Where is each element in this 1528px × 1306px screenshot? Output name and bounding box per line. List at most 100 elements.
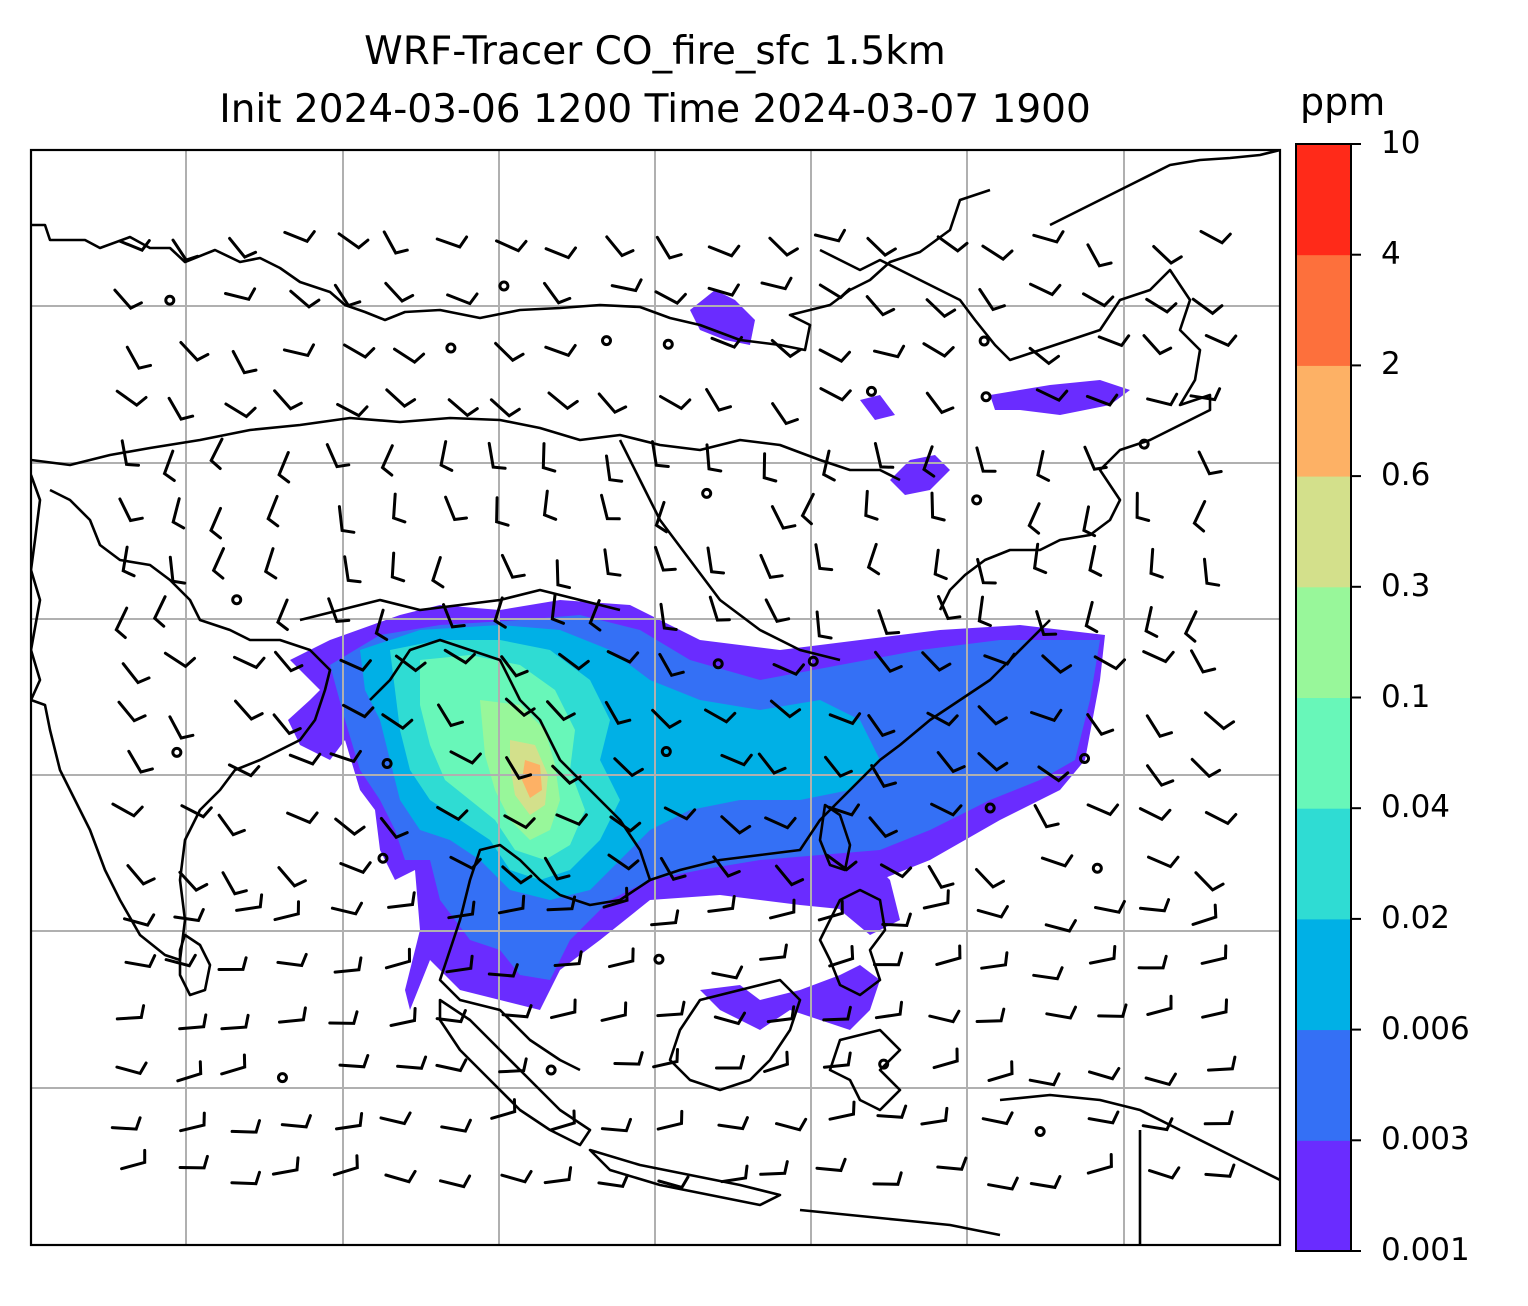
calm-wind-marker xyxy=(701,487,713,499)
wind-barb xyxy=(333,956,363,974)
wind-barb xyxy=(123,913,156,927)
wind-barb xyxy=(976,905,1009,919)
wind-barb xyxy=(759,943,788,961)
wind-barb xyxy=(276,952,308,968)
plume-level-8 xyxy=(522,760,542,798)
wind-barb xyxy=(1030,708,1063,723)
wind-barb xyxy=(384,947,412,970)
wind-barb xyxy=(495,496,510,527)
wind-barb xyxy=(720,753,753,767)
wind-barb xyxy=(936,1156,968,1171)
wind-barb xyxy=(800,492,815,526)
wind-barb xyxy=(597,1173,629,1189)
wind-barb xyxy=(710,336,743,349)
wind-barb xyxy=(436,805,469,822)
colorbar-tick-label: 0.006 xyxy=(1381,1010,1470,1047)
wind-barb xyxy=(930,491,946,522)
coastline-north xyxy=(31,188,991,352)
wind-barb xyxy=(504,697,536,718)
wind-barb xyxy=(179,341,210,362)
wind-barb xyxy=(605,235,635,258)
wind-barb xyxy=(1191,903,1218,926)
wind-barb xyxy=(1044,919,1077,933)
wind-barb xyxy=(272,713,302,736)
wind-barb xyxy=(1033,804,1060,829)
wind-barb xyxy=(707,895,736,913)
wind-barb xyxy=(864,489,879,521)
wind-barb xyxy=(1032,542,1048,575)
coastline-sumatra xyxy=(438,998,592,1147)
wind-barb xyxy=(209,437,224,470)
wind-barb xyxy=(171,497,186,530)
wind-barb xyxy=(1029,282,1062,297)
wind-barb xyxy=(977,752,1009,772)
wind-barb xyxy=(173,908,205,923)
wind-barb xyxy=(1144,606,1159,638)
wind-barb xyxy=(759,1160,789,1176)
colorbar-tick-label: 10 xyxy=(1381,125,1421,161)
wind-barb xyxy=(1207,1055,1237,1072)
wind-barb xyxy=(1041,654,1073,674)
calm-wind-marker xyxy=(545,1064,557,1076)
wind-barb xyxy=(126,864,156,886)
wind-barb xyxy=(431,556,445,589)
wind-barb xyxy=(600,1001,628,1022)
wind-barb xyxy=(1088,1067,1121,1081)
wind-barb xyxy=(657,1175,690,1190)
wind-barb xyxy=(490,1098,517,1120)
wind-barb xyxy=(329,749,362,764)
wind-barb xyxy=(921,651,952,672)
wind-barb xyxy=(712,855,741,878)
wind-barb xyxy=(771,402,799,426)
wind-barb xyxy=(922,889,950,910)
wind-barb xyxy=(1141,1117,1174,1132)
wind-barb xyxy=(487,963,519,978)
wind-barb xyxy=(385,388,417,408)
wind-barb xyxy=(873,344,906,359)
wind-barb xyxy=(544,246,577,260)
wind-barb xyxy=(179,1111,206,1133)
calm-wind-marker xyxy=(231,594,243,606)
wind-barb xyxy=(1029,1175,1062,1190)
wind-barb xyxy=(978,288,1006,312)
wind-barb xyxy=(325,443,351,469)
wind-barb xyxy=(772,663,805,677)
wind-barb xyxy=(720,815,752,835)
wind-barb xyxy=(221,871,248,896)
wind-barb xyxy=(708,595,731,622)
wind-barb xyxy=(1203,557,1221,587)
wind-barb xyxy=(711,965,744,980)
wind-barb xyxy=(374,608,389,641)
wind-barb xyxy=(555,813,588,827)
wind-barb xyxy=(390,551,406,583)
coastline-china-south xyxy=(649,619,1051,882)
wind-barb xyxy=(501,865,533,885)
wind-barb xyxy=(713,1011,746,1026)
wind-barb xyxy=(613,757,644,778)
wind-barb xyxy=(1082,505,1097,538)
wind-barb xyxy=(1204,334,1238,348)
calm-wind-marker xyxy=(1091,862,1103,874)
wind-barb xyxy=(168,555,187,585)
wind-barb xyxy=(603,548,622,577)
wind-barb xyxy=(125,345,152,370)
wind-barb xyxy=(1152,245,1183,265)
wind-barb xyxy=(987,1176,1019,1191)
wind-barb xyxy=(227,763,261,778)
calm-wind-marker xyxy=(865,385,877,397)
map-frame xyxy=(29,148,1282,1247)
calm-wind-marker xyxy=(660,746,672,758)
wind-barb xyxy=(343,343,376,359)
wind-barb xyxy=(1088,545,1103,577)
wind-barb xyxy=(176,1060,203,1083)
wind-barb xyxy=(1088,945,1117,965)
wind-barb xyxy=(217,956,248,971)
wind-barb xyxy=(437,703,464,728)
wind-barb xyxy=(1200,944,1228,965)
wind-barb xyxy=(976,557,997,585)
wind-barb xyxy=(1137,954,1168,970)
wind-barb xyxy=(822,1005,852,1022)
wind-barb xyxy=(555,559,571,590)
wind-barb xyxy=(449,855,482,871)
wind-barb xyxy=(762,452,778,483)
